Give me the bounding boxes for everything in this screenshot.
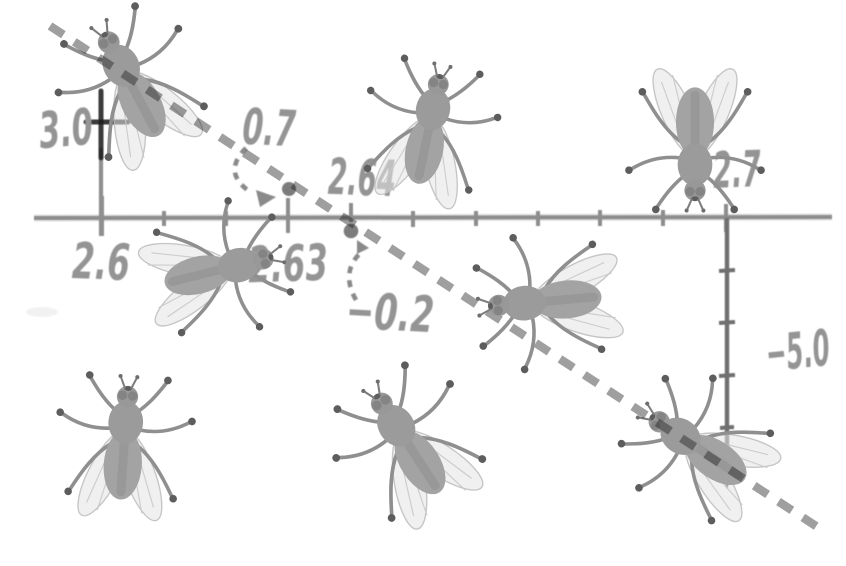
point-dot-2-63 xyxy=(282,182,296,196)
label-arrow-0-7 xyxy=(232,146,254,195)
label-x-2-6: 2.6 xyxy=(71,232,131,292)
flies-layer xyxy=(34,0,804,552)
fly-icon xyxy=(34,0,233,192)
label-value-neg-0-2: −0.2 xyxy=(345,282,436,345)
point-dot-2-64 xyxy=(343,223,359,239)
fly-icon xyxy=(470,225,632,377)
function-dashed-line xyxy=(47,22,822,532)
label-arrow-neg-0-2 xyxy=(346,248,366,302)
label-value-neg-5-0: −5.0 xyxy=(763,319,833,383)
fly-icon xyxy=(49,369,199,529)
label-value-3-0: 3.0 xyxy=(36,98,95,160)
number-line-axis xyxy=(33,215,833,220)
pencil-smudge xyxy=(26,307,58,317)
arrowhead-upleft-icon xyxy=(357,240,369,254)
fly-icon xyxy=(309,345,513,553)
label-value-0-7: 0.7 xyxy=(241,98,297,159)
arrowhead-right-icon xyxy=(256,190,276,207)
